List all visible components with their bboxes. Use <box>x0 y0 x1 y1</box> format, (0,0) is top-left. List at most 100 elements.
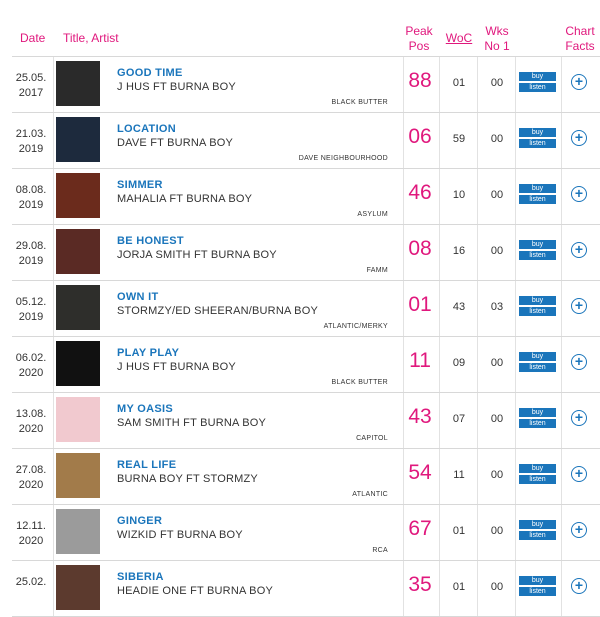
table-row: 29.08. 2019 BE HONEST JORJA SMITH FT BUR… <box>12 225 600 281</box>
buy-button[interactable]: buy <box>519 296 556 305</box>
listen-button[interactable]: listen <box>519 475 556 484</box>
weeks-on-chart: 01 <box>452 581 466 593</box>
song-title-link[interactable]: PLAY PLAY <box>117 347 180 359</box>
song-title-link[interactable]: REAL LIFE <box>117 459 177 471</box>
table-row: 08.08. 2019 SIMMER MAHALIA FT BURNA BOY … <box>12 169 600 225</box>
table-body: 25.05. 2017 GOOD TIME J HUS FT BURNA BOY… <box>12 57 600 617</box>
chart-facts-plus-icon[interactable]: + <box>571 354 587 370</box>
row-date-day: 12.11. <box>16 520 46 532</box>
song-title-link[interactable]: GOOD TIME <box>117 67 183 79</box>
chart-facts-plus-icon[interactable]: + <box>571 522 587 538</box>
header-peak-pos: Peak Pos <box>405 24 433 53</box>
song-title-link[interactable]: GINGER <box>117 515 163 527</box>
buy-button[interactable]: buy <box>519 128 556 137</box>
song-title-link[interactable]: SIMMER <box>117 179 163 191</box>
listen-button[interactable]: listen <box>519 363 556 372</box>
artist-name: STORMZY/ED SHEERAN/BURNA BOY <box>117 305 318 317</box>
row-date-year: 2020 <box>18 535 44 547</box>
weeks-at-no1: 00 <box>490 469 504 481</box>
header-title-artist: Title, Artist <box>63 31 119 45</box>
record-label: BLACK BUTTER <box>331 379 388 386</box>
cover-art-image[interactable] <box>56 117 100 162</box>
weeks-at-no1: 00 <box>490 133 504 145</box>
row-date-day: 08.08. <box>15 184 47 196</box>
chart-facts-plus-icon[interactable]: + <box>571 186 587 202</box>
weeks-on-chart: 10 <box>452 189 466 201</box>
buy-button[interactable]: buy <box>519 520 556 529</box>
row-date-year: 2017 <box>18 87 44 99</box>
row-date: 25.05. 2017 <box>12 71 50 101</box>
listen-button[interactable]: listen <box>519 195 556 204</box>
song-title-link[interactable]: SIBERIA <box>117 571 164 583</box>
cover-art-image[interactable] <box>56 173 100 218</box>
peak-position: 01 <box>408 293 432 316</box>
chart-facts-plus-icon[interactable]: + <box>571 242 587 258</box>
listen-button[interactable]: listen <box>519 139 556 148</box>
weeks-at-no1: 00 <box>490 525 504 537</box>
chart-facts-plus-icon[interactable]: + <box>571 410 587 426</box>
header-woc[interactable]: WoC <box>445 31 473 45</box>
cover-art-image[interactable] <box>56 509 100 554</box>
listen-button[interactable]: listen <box>519 419 556 428</box>
peak-position: 67 <box>408 517 432 540</box>
cover-art-image[interactable] <box>56 453 100 498</box>
cover-art-image[interactable] <box>56 565 100 610</box>
listen-button[interactable]: listen <box>519 83 556 92</box>
song-title-link[interactable]: MY OASIS <box>117 403 173 415</box>
listen-button[interactable]: listen <box>519 587 556 596</box>
row-date: 13.08. 2020 <box>12 407 50 437</box>
row-date-year: 2020 <box>18 367 44 379</box>
table-header: Date Title, Artist Peak Pos WoC Wks No 1… <box>12 0 600 57</box>
chart-facts-plus-icon[interactable]: + <box>571 130 587 146</box>
record-label: ASYLUM <box>357 211 388 218</box>
cover-art-image[interactable] <box>56 229 100 274</box>
listen-button[interactable]: listen <box>519 251 556 260</box>
weeks-on-chart: 59 <box>452 133 466 145</box>
cover-art-image[interactable] <box>56 285 100 330</box>
peak-position: 54 <box>408 461 432 484</box>
buy-button[interactable]: buy <box>519 240 556 249</box>
artist-name: JORJA SMITH FT BURNA BOY <box>117 249 277 261</box>
row-date: 27.08. 2020 <box>12 463 50 493</box>
artist-name: MAHALIA FT BURNA BOY <box>117 193 253 205</box>
table-row: 21.03. 2019 LOCATION DAVE FT BURNA BOY D… <box>12 113 600 169</box>
chart-facts-plus-icon[interactable]: + <box>571 578 587 594</box>
buy-button[interactable]: buy <box>519 464 556 473</box>
listen-button[interactable]: listen <box>519 531 556 540</box>
listen-button[interactable]: listen <box>519 307 556 316</box>
buy-button[interactable]: buy <box>519 72 556 81</box>
chart-facts-plus-icon[interactable]: + <box>571 74 587 90</box>
weeks-on-chart: 01 <box>452 525 466 537</box>
row-date-year: 2019 <box>18 311 44 323</box>
cover-art-image[interactable] <box>56 341 100 386</box>
record-label: CAPITOL <box>356 435 388 442</box>
song-title-link[interactable]: LOCATION <box>117 123 177 135</box>
row-date-day: 21.03. <box>15 128 47 140</box>
peak-position: 35 <box>408 573 432 596</box>
record-label: BLACK BUTTER <box>331 99 388 106</box>
buy-button[interactable]: buy <box>519 184 556 193</box>
buy-button[interactable]: buy <box>519 352 556 361</box>
cover-art-image[interactable] <box>56 61 100 106</box>
header-chart-facts: Chart Facts <box>565 24 595 53</box>
chart-facts-plus-icon[interactable]: + <box>571 466 587 482</box>
row-date: 06.02. 2020 <box>12 351 50 381</box>
buy-button[interactable]: buy <box>519 408 556 417</box>
weeks-on-chart: 01 <box>452 77 466 89</box>
weeks-on-chart: 07 <box>452 413 466 425</box>
artist-name: WIZKID FT BURNA BOY <box>117 529 243 541</box>
peak-position: 43 <box>408 405 432 428</box>
chart-facts-plus-icon[interactable]: + <box>571 298 587 314</box>
row-date-year: 2019 <box>18 143 44 155</box>
buy-button[interactable]: buy <box>519 576 556 585</box>
song-title-link[interactable]: OWN IT <box>117 291 159 303</box>
cover-art-image[interactable] <box>56 397 100 442</box>
song-title-link[interactable]: BE HONEST <box>117 235 184 247</box>
weeks-on-chart: 16 <box>452 245 466 257</box>
record-label: RCA <box>372 547 388 554</box>
row-date-day: 25.05. <box>15 72 47 84</box>
weeks-at-no1: 00 <box>490 189 504 201</box>
header-date: Date <box>20 31 46 45</box>
weeks-at-no1: 00 <box>490 245 504 257</box>
row-date-day: 27.08. <box>15 464 47 476</box>
